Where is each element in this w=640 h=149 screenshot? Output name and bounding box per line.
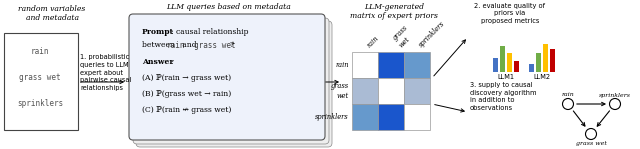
Text: grass wet: grass wet [194, 41, 236, 50]
Text: grass wet: grass wet [19, 73, 61, 83]
Bar [493, 58, 498, 72]
Text: grass
wet: grass wet [331, 82, 349, 100]
Bar [500, 46, 505, 72]
Text: grass
wet: grass wet [391, 24, 416, 49]
FancyBboxPatch shape [4, 33, 78, 130]
Text: sprinklers: sprinklers [599, 93, 631, 97]
Text: rain: rain [335, 61, 349, 69]
Bar [352, 104, 378, 130]
Bar [507, 53, 512, 72]
Text: and: and [180, 41, 199, 49]
Text: LLM-generated
matrix of expert priors: LLM-generated matrix of expert priors [350, 3, 438, 20]
Text: rain: rain [365, 34, 380, 49]
FancyBboxPatch shape [129, 14, 325, 140]
Text: rain: rain [31, 48, 49, 56]
Text: between: between [142, 41, 177, 49]
Text: LLM2: LLM2 [533, 74, 550, 80]
Text: sprinklers: sprinklers [417, 20, 447, 49]
Text: (A) ℙ(rain → grass wet): (A) ℙ(rain → grass wet) [142, 74, 231, 82]
Bar [514, 61, 519, 72]
Bar [378, 52, 404, 78]
Bar [404, 78, 430, 104]
Bar [550, 49, 555, 72]
Text: rain: rain [167, 41, 186, 50]
Text: : causal relationship: : causal relationship [171, 28, 248, 36]
FancyBboxPatch shape [136, 21, 332, 147]
Text: random variables
and metadata: random variables and metadata [19, 5, 86, 22]
Bar [378, 78, 404, 104]
Text: 2. evaluate quality of
priors via
proposed metrics: 2. evaluate quality of priors via propos… [474, 3, 545, 24]
Bar [352, 78, 378, 104]
Text: :: : [170, 58, 173, 66]
Text: (C) ℙ(rain ↮ grass wet): (C) ℙ(rain ↮ grass wet) [142, 106, 232, 114]
FancyBboxPatch shape [133, 18, 329, 144]
Text: rain: rain [562, 93, 574, 97]
Bar [536, 52, 541, 72]
Text: sprinklers: sprinklers [316, 113, 349, 121]
Bar [404, 52, 430, 78]
Text: Prompt: Prompt [142, 28, 174, 36]
Bar [352, 52, 378, 78]
Text: Answer: Answer [142, 58, 173, 66]
Text: LLM1: LLM1 [497, 74, 515, 80]
Text: (B) ℙ(grass wet → rain): (B) ℙ(grass wet → rain) [142, 90, 231, 98]
Bar [378, 104, 404, 130]
Text: LLM queries based on metadata: LLM queries based on metadata [166, 3, 291, 11]
Bar [543, 44, 548, 72]
Bar [529, 64, 534, 72]
Text: grass wet: grass wet [575, 141, 607, 146]
Text: 3. supply to causal
discovery algorithm
in addition to
observations: 3. supply to causal discovery algorithm … [470, 82, 536, 111]
Text: 1. probabilistic
queries to LLM
expert about
pairwise causal
relationships: 1. probabilistic queries to LLM expert a… [80, 54, 131, 91]
Text: sprinklers: sprinklers [17, 100, 63, 108]
Text: ?: ? [229, 41, 233, 49]
Bar [404, 104, 430, 130]
